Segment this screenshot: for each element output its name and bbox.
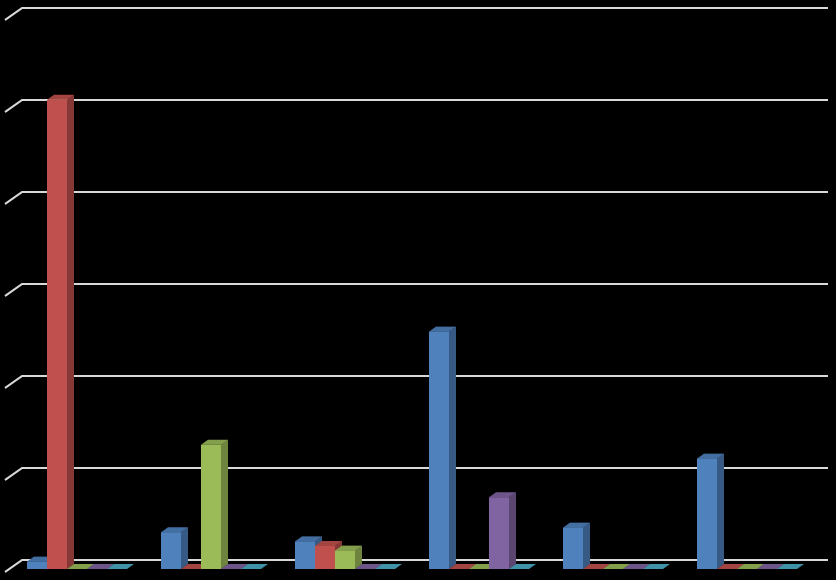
bar: [717, 564, 744, 569]
bar: [603, 564, 630, 569]
bar-side: [449, 326, 456, 569]
bar: [355, 564, 382, 569]
bar-front: [47, 99, 67, 570]
bar: [161, 527, 188, 569]
bar-front: [161, 532, 181, 569]
bar-top: [737, 564, 764, 569]
bar-top: [603, 564, 630, 569]
bar: [201, 439, 228, 569]
bar-top: [429, 326, 456, 332]
grid-line: [4, 191, 828, 205]
bar: [47, 94, 74, 570]
bar-front: [489, 497, 509, 569]
bar-side: [509, 492, 516, 569]
bar-top: [509, 564, 536, 569]
bar-front: [335, 550, 355, 569]
bar: [87, 564, 114, 569]
bar-top: [221, 564, 248, 569]
bar-top: [375, 564, 402, 569]
bar-side: [221, 439, 228, 569]
bar-side: [181, 527, 188, 569]
bar: [221, 564, 248, 569]
bar-top: [583, 564, 610, 569]
bar: [67, 564, 94, 569]
bar: [335, 545, 362, 569]
bar-top: [87, 564, 114, 569]
grid-line: [4, 467, 828, 481]
bar: [509, 564, 536, 569]
bar-top: [67, 564, 94, 569]
bar: [429, 326, 456, 569]
bar-top: [295, 536, 322, 542]
bar-top: [355, 564, 382, 569]
bar-top: [449, 564, 476, 569]
bar: [489, 492, 516, 569]
bar-front: [697, 458, 717, 569]
bar-side: [717, 453, 724, 569]
grid-line: [4, 559, 828, 573]
bar-top: [107, 564, 134, 569]
bar-top: [623, 564, 650, 569]
bar: [777, 564, 804, 569]
bar-front: [429, 331, 449, 569]
bar-top: [697, 453, 724, 459]
bar: [643, 564, 670, 569]
bar: [563, 522, 590, 569]
bar-side: [355, 545, 362, 569]
bar-front: [27, 561, 47, 569]
bar-top: [777, 564, 804, 569]
bar-top: [161, 527, 188, 533]
bar-front: [315, 546, 335, 569]
grid-line: [4, 7, 828, 21]
bar-top: [757, 564, 784, 569]
bar: [737, 564, 764, 569]
bar: [107, 564, 134, 569]
bar-top: [201, 439, 228, 445]
bar-top: [717, 564, 744, 569]
bar: [697, 453, 724, 569]
bar-top: [335, 545, 362, 551]
bar-top: [643, 564, 670, 569]
grid-line: [4, 283, 828, 297]
bar: [241, 564, 268, 569]
bar: [583, 564, 610, 569]
bar: [449, 564, 476, 569]
bar: [623, 564, 650, 569]
bar: [375, 564, 402, 569]
bar: [757, 564, 784, 569]
bar-front: [295, 541, 315, 569]
bar-top: [241, 564, 268, 569]
bar-top: [489, 492, 516, 498]
bar-top: [563, 522, 590, 528]
bar-top: [315, 541, 342, 546]
grid-line: [4, 375, 828, 389]
grid-line: [4, 99, 828, 113]
bar-front: [563, 527, 583, 569]
bar-top: [47, 94, 74, 100]
bar-front: [201, 444, 221, 569]
bar-side: [67, 94, 74, 570]
bar-side: [583, 522, 590, 569]
